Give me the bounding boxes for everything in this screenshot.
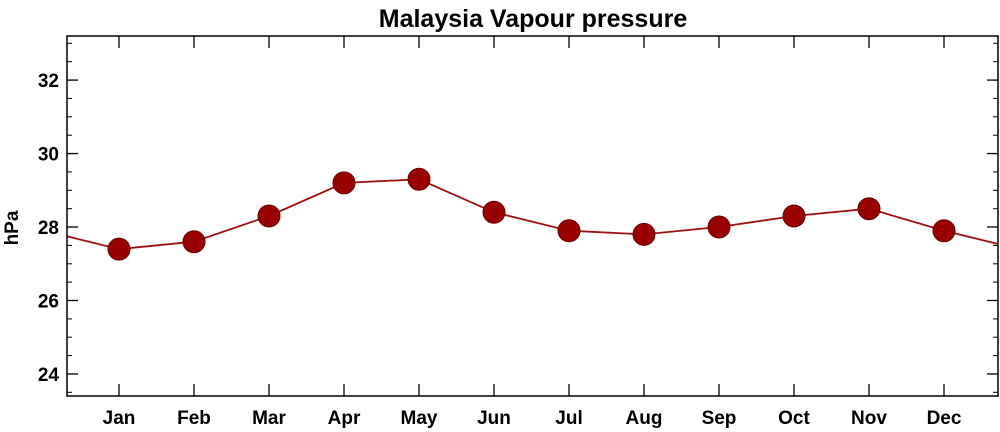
x-tick-label: Dec bbox=[927, 408, 962, 429]
data-point-aug bbox=[632, 222, 656, 246]
data-point-apr bbox=[332, 171, 356, 195]
y-tick-label: 28 bbox=[38, 218, 59, 239]
data-point-feb bbox=[182, 230, 206, 254]
x-tick-label: Jul bbox=[555, 408, 582, 429]
data-point-mar bbox=[257, 204, 281, 228]
data-point-nov bbox=[857, 197, 881, 221]
y-tick-label: 26 bbox=[38, 291, 59, 312]
axis-ticks bbox=[67, 36, 998, 396]
y-axis-label: hPa bbox=[2, 210, 23, 245]
x-tick-label: Mar bbox=[252, 408, 286, 429]
data-point-jun bbox=[482, 200, 506, 224]
chart-title: Malaysia Vapour pressure bbox=[379, 5, 688, 33]
data-point-dec bbox=[932, 219, 956, 243]
x-tick-label: Sep bbox=[702, 408, 737, 429]
series-line bbox=[67, 178, 998, 251]
x-tick-label: Jan bbox=[103, 408, 136, 429]
data-point-jul bbox=[557, 219, 581, 243]
x-tick-label: Aug bbox=[626, 408, 663, 429]
x-tick-label: Oct bbox=[778, 408, 810, 429]
plot-frame bbox=[66, 35, 999, 397]
data-point-may bbox=[407, 167, 431, 191]
tick-labels: 24 26 28 30 32 Jan Feb Mar Apr May Jun Jul Aug Sep Oct… bbox=[38, 71, 962, 429]
series-markers bbox=[107, 167, 956, 261]
x-tick-label: Feb bbox=[177, 408, 211, 429]
x-tick-label: Nov bbox=[851, 408, 887, 429]
y-tick-label: 30 bbox=[38, 145, 59, 166]
y-tick-label: 24 bbox=[38, 365, 60, 386]
x-tick-label: May bbox=[401, 408, 438, 429]
x-tick-label: Apr bbox=[328, 408, 361, 429]
data-point-sep bbox=[707, 215, 731, 239]
x-tick-label: Jun bbox=[477, 408, 511, 429]
data-point-jan bbox=[107, 237, 131, 261]
data-point-oct bbox=[782, 204, 806, 228]
y-tick-label: 32 bbox=[38, 71, 59, 92]
series-vapour-pressure bbox=[67, 178, 998, 251]
